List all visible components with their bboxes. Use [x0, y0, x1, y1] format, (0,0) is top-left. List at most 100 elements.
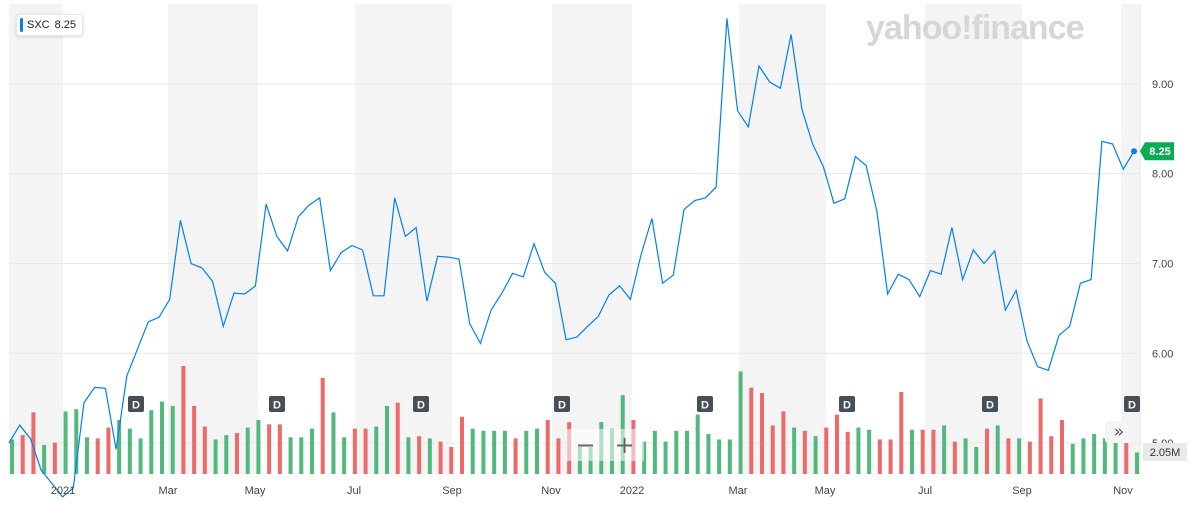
period-band [1121, 4, 1140, 474]
volume-bar [1006, 438, 1011, 474]
volume-bar [695, 414, 700, 474]
volume-bar [995, 425, 1000, 474]
volume-bar [1038, 398, 1043, 474]
volume-bar [449, 447, 454, 474]
svg-text:D: D [273, 400, 281, 412]
series-legend[interactable]: SXC 8.25 [16, 14, 84, 36]
volume-bar [95, 438, 100, 474]
volume-bar [1081, 438, 1086, 474]
volume-bar [127, 428, 132, 474]
volume-bar [288, 437, 293, 474]
x-tick-label: May [245, 485, 266, 497]
volume-bar [395, 402, 400, 474]
volume-bar [781, 411, 786, 474]
volume-bar [888, 439, 893, 474]
dividend-marker[interactable]: D [413, 396, 429, 412]
x-tick-label: Nov [1113, 485, 1133, 497]
volume-bar [942, 425, 947, 474]
volume-bar [117, 420, 122, 474]
y-tick-label: 8.00 [1152, 169, 1173, 181]
volume-bar [213, 439, 218, 474]
volume-bar [342, 437, 347, 474]
volume-bar [406, 437, 411, 474]
volume-bar [535, 428, 539, 474]
volume-bar [170, 405, 175, 474]
volume-bar [1027, 441, 1032, 474]
volume-bar [277, 424, 282, 474]
dividend-marker[interactable]: D [697, 396, 713, 412]
svg-text:8.25: 8.25 [1149, 146, 1170, 158]
volume-bar [749, 387, 754, 474]
volume-bar [42, 444, 47, 474]
volume-bar [149, 410, 154, 474]
volume-bar [663, 441, 668, 474]
volume-bar [824, 427, 829, 474]
series-color-swatch [20, 18, 23, 32]
volume-bar [202, 426, 207, 474]
volume-bar [224, 435, 229, 474]
period-band [9, 4, 63, 474]
period-band [552, 4, 632, 474]
volume-bar [31, 412, 36, 474]
dividend-marker[interactable]: D [128, 396, 144, 412]
price-line [8, 18, 1135, 498]
dividend-marker[interactable]: D [269, 396, 285, 412]
volume-bar [727, 439, 732, 474]
volume-bar [363, 428, 368, 474]
volume-bar [770, 425, 775, 474]
svg-text:D: D [843, 400, 851, 412]
zoom-out-button[interactable]: − [575, 431, 596, 459]
volume-bar [1113, 435, 1118, 474]
volume-bar [20, 435, 25, 474]
volume-bar [717, 439, 722, 474]
volume-bar [460, 416, 464, 474]
volume-bar [974, 447, 979, 474]
volume-bar [920, 429, 925, 474]
dividend-marker[interactable]: D [554, 396, 570, 412]
volume-bar [1102, 438, 1107, 474]
volume-bar [138, 438, 143, 474]
volume-bar [556, 438, 561, 474]
volume-bar [652, 430, 657, 474]
volume-bar [877, 439, 882, 474]
volume-bar [931, 429, 936, 474]
svg-text:D: D [701, 400, 709, 412]
volume-bar [910, 429, 914, 474]
x-tick-label: Mar [159, 485, 178, 497]
volume-bar [867, 429, 872, 474]
volume-bar [513, 438, 518, 474]
dividend-marker[interactable]: D [839, 396, 855, 412]
volume-bar [331, 412, 336, 474]
volume-bar [267, 424, 272, 474]
svg-text:2.05M: 2.05M [1150, 447, 1181, 459]
volume-bar [385, 405, 389, 474]
volume-bar [856, 427, 861, 474]
dividend-marker[interactable]: D [982, 396, 998, 412]
yahoo-finance-watermark: yahoo!finance [866, 9, 1084, 47]
volume-bar [952, 441, 957, 474]
y-tick-label: 9.00 [1152, 79, 1173, 91]
volume-bar [792, 427, 797, 474]
volume-bar [470, 428, 475, 474]
volume-bar [674, 430, 679, 474]
y-tick-label: 7.00 [1152, 258, 1173, 270]
svg-text:D: D [986, 400, 994, 412]
volume-bar [10, 439, 14, 474]
y-tick-label: 6.00 [1152, 348, 1173, 360]
volume-bar [245, 427, 250, 474]
svg-text:D: D [558, 400, 566, 412]
volume-bar [352, 428, 357, 474]
volume-bar [256, 420, 261, 474]
zoom-in-button[interactable]: + [614, 431, 635, 459]
period-band [355, 4, 452, 474]
volume-bar [813, 436, 818, 474]
scroll-forward-button[interactable]: » [1105, 421, 1133, 443]
volume-bar [706, 434, 711, 474]
volume-bar [1017, 438, 1022, 474]
x-tick-label: 2021 [51, 485, 75, 497]
volume-bar [320, 377, 325, 474]
dividend-marker[interactable]: D [1124, 396, 1140, 412]
volume-bar [738, 371, 743, 474]
x-tick-label: May [815, 485, 836, 497]
